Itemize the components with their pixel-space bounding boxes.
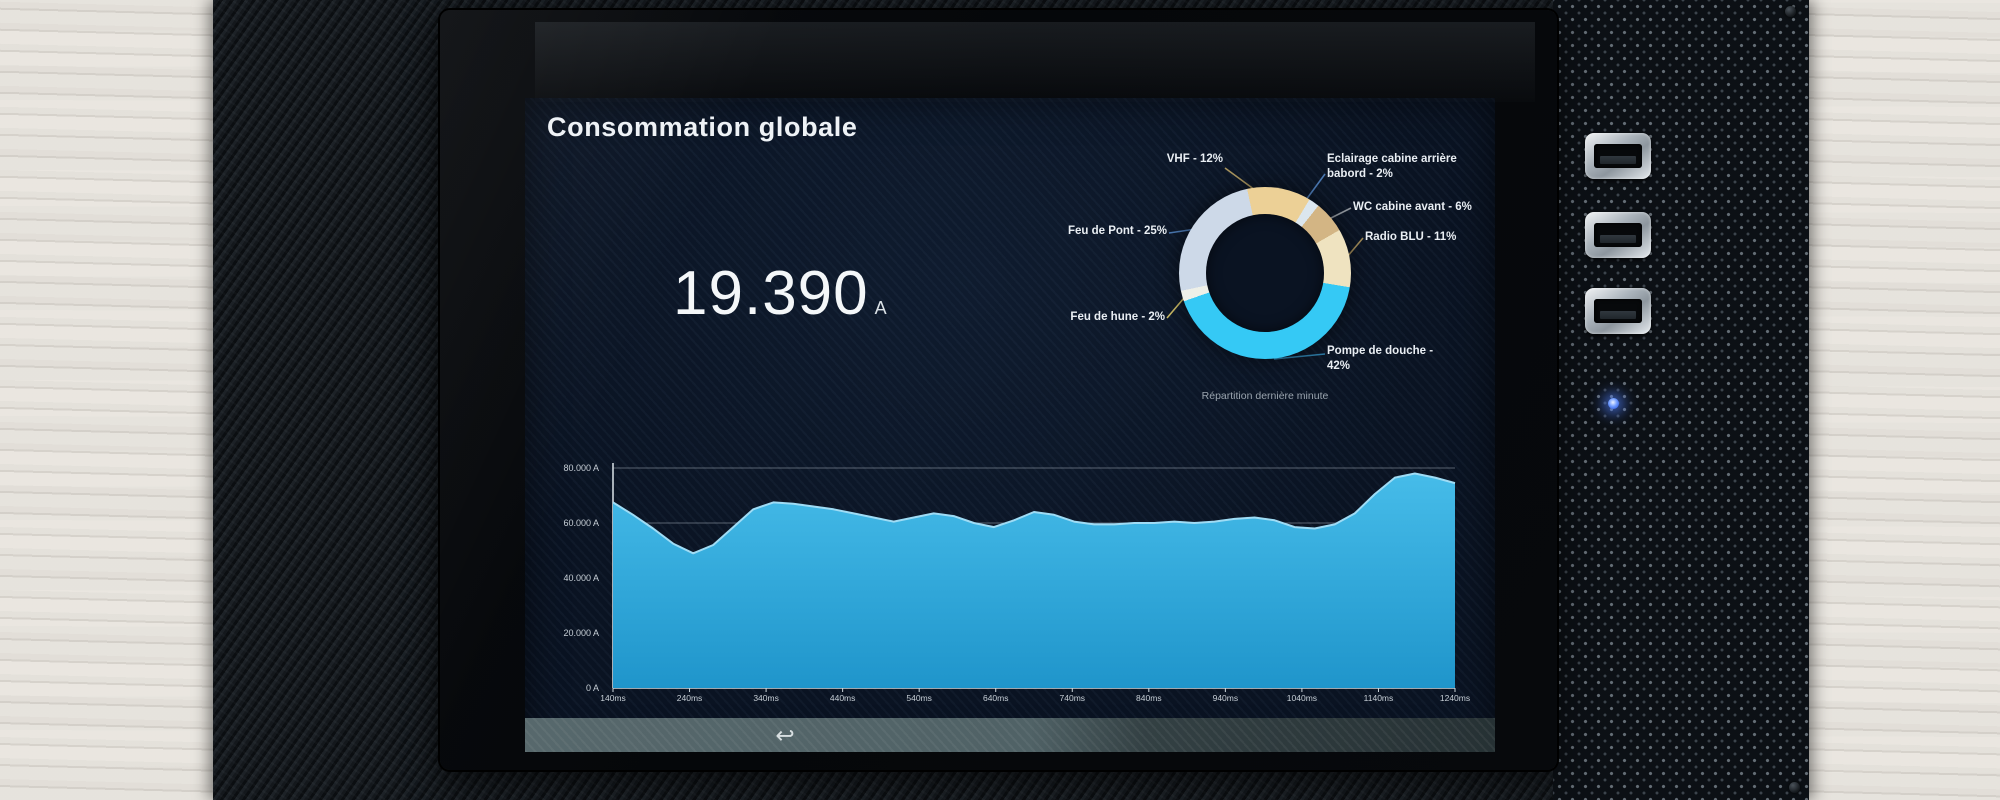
donut-chart-panel: VHF - 12% Eclairage cabine arrière babor… xyxy=(1065,138,1495,438)
y-tick-label: 20.000 A xyxy=(563,628,599,638)
usb-port-icon xyxy=(1585,288,1651,334)
reading-value: 19.390 xyxy=(673,259,869,328)
back-button[interactable]: ↩ xyxy=(765,718,805,752)
usb-tongue xyxy=(1600,156,1636,164)
dashboard-content: Consommation globale 19.390 A xyxy=(525,98,1495,752)
reading-unit: A xyxy=(875,298,887,318)
total-consumption-reading: 19.390 A xyxy=(673,258,887,329)
back-arrow-icon: ↩ xyxy=(775,722,794,749)
y-tick-label: 0 A xyxy=(586,683,599,693)
screw-icon xyxy=(1789,782,1800,793)
donut-label-feu-de-hune: Feu de hune - 2% xyxy=(1070,310,1165,325)
carbon-panel: Consommation globale 19.390 A xyxy=(213,0,1809,800)
donut-chart xyxy=(1179,187,1351,359)
bottom-nav-bar: ↩ xyxy=(525,718,1495,752)
usb-port-icon xyxy=(1585,212,1651,258)
donut-hole xyxy=(1206,214,1324,332)
display-screen: Consommation globale 19.390 A xyxy=(440,10,1557,770)
usb-slot xyxy=(1594,144,1642,168)
usb-port-icon xyxy=(1585,133,1651,179)
y-axis-labels: 80.000 A 60.000 A 40.000 A 20.000 A 0 A xyxy=(555,456,599,708)
donut-caption: Répartition dernière minute xyxy=(1105,390,1425,402)
power-led-icon xyxy=(1608,398,1619,409)
area-chart xyxy=(605,456,1467,708)
photo-of-device: Consommation globale 19.390 A xyxy=(0,0,2000,800)
usb-tongue xyxy=(1600,311,1636,319)
donut-label-radio-blu: Radio BLU - 11% xyxy=(1365,230,1495,245)
page-title: Consommation globale xyxy=(547,112,858,143)
area-series xyxy=(613,474,1455,689)
donut-label-feu-de-pont: Feu de Pont - 25% xyxy=(1068,224,1167,239)
donut-label-vhf: VHF - 12% xyxy=(1167,152,1223,167)
usb-slot xyxy=(1594,299,1642,323)
donut-label-pompe: Pompe de douche - 42% xyxy=(1327,344,1477,374)
usb-slot xyxy=(1594,223,1642,247)
y-tick-label: 60.000 A xyxy=(563,518,599,528)
glass-reflection xyxy=(535,22,1535,102)
y-tick-label: 40.000 A xyxy=(563,573,599,583)
screw-icon xyxy=(1785,6,1796,17)
usb-tongue xyxy=(1600,235,1636,243)
area-chart-panel: 80.000 A60.000 A40.000 A20.000 A0 A 140m… xyxy=(555,456,1475,708)
y-tick-label: 80.000 A xyxy=(563,463,599,473)
perforated-side-strip xyxy=(1553,0,1809,800)
donut-label-wc: WC cabine avant - 6% xyxy=(1353,200,1495,215)
donut-label-eclairage: Eclairage cabine arrière babord - 2% xyxy=(1327,152,1495,182)
